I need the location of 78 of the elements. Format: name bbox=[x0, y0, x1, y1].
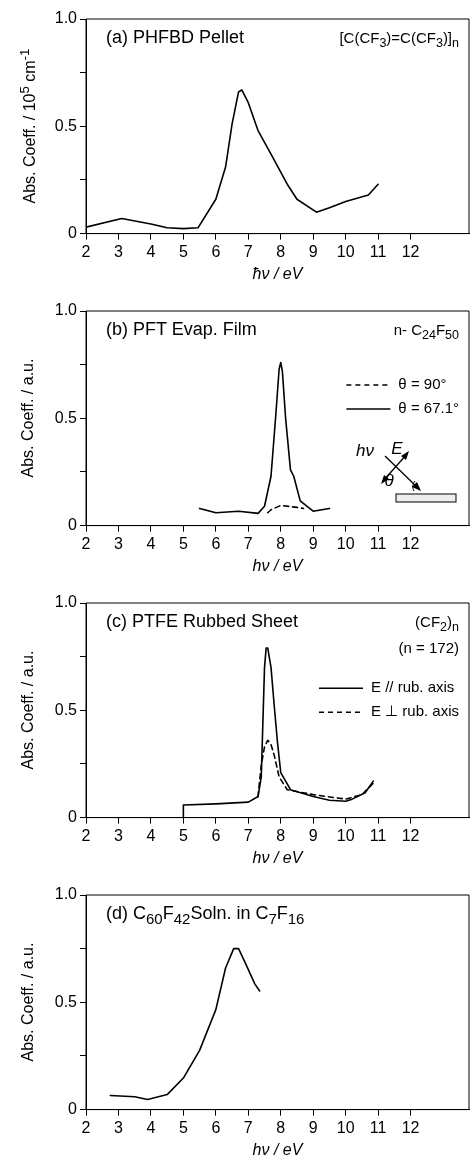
y-tick-label: 0 bbox=[68, 516, 78, 534]
x-tick-label: 2 bbox=[81, 826, 91, 844]
x-tick-label: 9 bbox=[308, 1118, 318, 1136]
annotation: [C(CF$_{3}$)=C(CF$_{3}$)]$_{n}$ bbox=[339, 29, 459, 50]
y-tick-label: 0 bbox=[68, 224, 78, 242]
x-tick-label: 11 bbox=[369, 242, 387, 260]
text: (d) C$_{60}$F$_{42}$Soln. in C$_{7}$F$_{16}$ bbox=[106, 903, 305, 927]
x-tick-label: 6 bbox=[211, 1118, 221, 1136]
x-tick-label: 10 bbox=[336, 242, 355, 260]
x-tick-label: 9 bbox=[308, 242, 318, 260]
x-tick-label: 5 bbox=[178, 1118, 188, 1136]
x-tick-label: 4 bbox=[146, 1118, 156, 1136]
x-tick-label: 3 bbox=[114, 826, 123, 844]
x-tick-label: 8 bbox=[276, 826, 286, 844]
annotation: E bbox=[391, 439, 403, 459]
x-tick-label: 6 bbox=[211, 826, 221, 844]
x-tick-label: 3 bbox=[114, 242, 123, 260]
x-axis-title: ħν / eV bbox=[252, 264, 304, 282]
x-tick-label: 7 bbox=[243, 1118, 253, 1136]
x-tick-label: 8 bbox=[276, 242, 286, 260]
x-tick-label: 12 bbox=[401, 242, 420, 260]
y-tick-label: 0.5 bbox=[54, 992, 78, 1010]
x-tick-label: 3 bbox=[114, 534, 123, 552]
chart-title: (a) PHFBD Pellet bbox=[106, 27, 245, 48]
x-tick-label: 8 bbox=[276, 534, 286, 552]
line-series bbox=[266, 504, 305, 514]
y-axis-title: Abs. Coeff. / a.u. bbox=[19, 942, 37, 1062]
x-tick-label: 7 bbox=[243, 534, 253, 552]
x-tick-label: 5 bbox=[178, 242, 188, 260]
annotation: hν bbox=[356, 441, 374, 461]
x-tick-label: 11 bbox=[369, 534, 387, 552]
x-tick-label: 2 bbox=[81, 1118, 91, 1136]
x-tick-label: 12 bbox=[401, 826, 420, 844]
x-tick-label: 2 bbox=[81, 534, 91, 552]
x-axis-title: hν / eV bbox=[252, 848, 304, 866]
y-tick-label: 0.5 bbox=[54, 116, 78, 134]
x-tick-label: 12 bbox=[401, 534, 420, 552]
x-tick-label: 3 bbox=[114, 1118, 123, 1136]
x-tick-label: 10 bbox=[336, 534, 355, 552]
x-tick-label: 6 bbox=[211, 242, 221, 260]
x-tick-label: 7 bbox=[243, 242, 253, 260]
x-tick-label: 4 bbox=[146, 242, 156, 260]
y-tick-label: 1.0 bbox=[54, 593, 78, 611]
annotation: n- C$_{24}$F$_{50}$ bbox=[393, 321, 459, 342]
y-tick-label: 1.0 bbox=[54, 885, 78, 903]
x-tick-label: 8 bbox=[276, 1118, 286, 1136]
legend-label: θ = 90° bbox=[398, 375, 447, 393]
annotation: (CF$_{2}$)$_{n}$ bbox=[415, 613, 459, 634]
annotation: (n = 172) bbox=[398, 639, 459, 656]
x-tick-label: 12 bbox=[401, 1118, 420, 1136]
x-tick-label: 6 bbox=[211, 534, 221, 552]
legend-label: E ⊥ rub. axis bbox=[370, 702, 459, 720]
chart-title: (b) PFT Evap. Film bbox=[106, 319, 257, 340]
x-tick-label: 11 bbox=[369, 1118, 387, 1136]
y-tick-label: 0.5 bbox=[54, 408, 78, 426]
x-tick-label: 5 bbox=[178, 534, 188, 552]
x-tick-label: 2 bbox=[81, 242, 91, 260]
y-tick-label: 1.0 bbox=[54, 301, 78, 319]
y-axis-title: Abs. Coeff. / a.u. bbox=[19, 650, 37, 770]
y-tick-label: 0.5 bbox=[54, 700, 78, 718]
x-tick-label: 4 bbox=[146, 826, 156, 844]
x-tick-label: 10 bbox=[336, 826, 355, 844]
x-axis-title: hν / eV bbox=[252, 1140, 304, 1158]
x-tick-label: 9 bbox=[308, 534, 318, 552]
x-axis-title: hν / eV bbox=[252, 556, 304, 574]
x-tick-label: 10 bbox=[336, 1118, 355, 1136]
x-tick-label: 7 bbox=[243, 826, 253, 844]
y-tick-label: 0 bbox=[68, 808, 78, 826]
x-tick-label: 9 bbox=[308, 826, 318, 844]
y-tick-label: 1.0 bbox=[54, 9, 78, 27]
x-tick-label: 4 bbox=[146, 534, 156, 552]
legend-label: θ = 67.1° bbox=[398, 399, 460, 417]
x-tick-label: 5 bbox=[178, 826, 188, 844]
y-tick-label: 0 bbox=[68, 1100, 78, 1118]
y-axis-title: Abs. Coeff. / a.u. bbox=[19, 358, 37, 478]
x-tick-label: 11 bbox=[369, 826, 387, 844]
legend-label: E // rub. axis bbox=[370, 678, 455, 696]
chart-title: (c) PTFE Rubbed Sheet bbox=[106, 611, 299, 632]
